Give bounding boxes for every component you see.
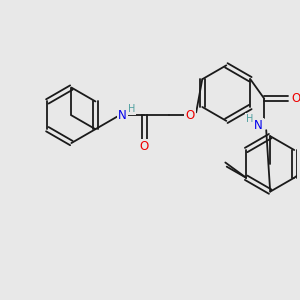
Text: H: H [246, 114, 253, 124]
Text: O: O [291, 92, 300, 105]
Text: N: N [254, 119, 263, 132]
Text: O: O [140, 140, 149, 153]
Text: O: O [186, 109, 195, 122]
Text: N: N [118, 109, 127, 122]
Text: H: H [128, 104, 135, 114]
